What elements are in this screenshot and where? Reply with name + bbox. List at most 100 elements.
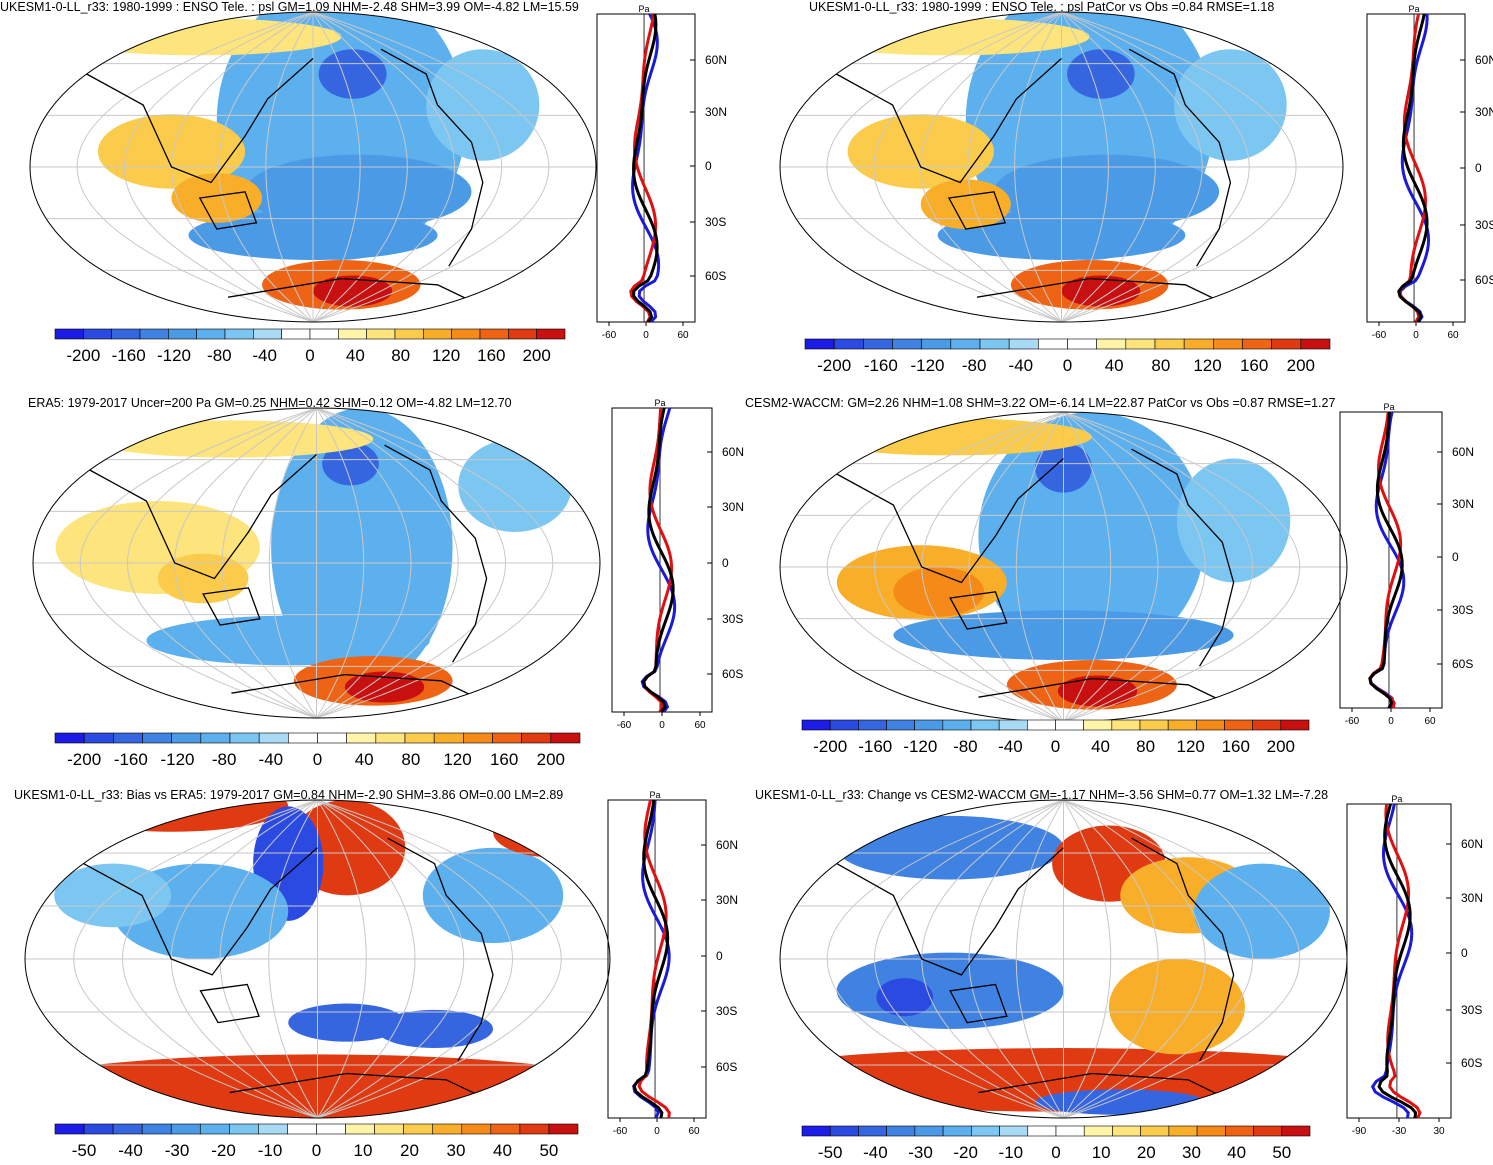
colorbar-box [1055,719,1084,731]
anomaly-region [1193,863,1330,959]
profile-curve-black [1368,411,1404,709]
colorbar-box [914,719,944,731]
colorbar-label: 160 [1222,737,1250,756]
colorbar-box [979,338,1010,350]
colorbar-label: 200 [537,750,565,769]
profile-frame [611,407,713,713]
colorbar-label: 40 [355,750,374,769]
anomaly-region [313,275,393,307]
colorbar-box [463,732,493,744]
colorbar-box [970,719,1000,731]
longitude-gridline [317,800,465,1118]
colorbar-box [801,1125,831,1137]
colorbar-label: 10 [354,1141,373,1160]
profile-y-tick: 30S [1475,218,1493,232]
colorbar-label: 0 [305,346,314,365]
profile-unit: Pa [639,4,650,14]
colorbar-box [1300,338,1331,350]
colorbar-label: 120 [443,750,471,769]
profile-curve-red [629,13,658,323]
panel-title: CESM2-WACCM: GM=2.26 NHM=1.08 SHM=3.22 O… [745,396,1336,410]
panel-title: UKESM1-0-LL_r33: 1980-1999 : ENSO Tele. … [809,0,1275,14]
profile-y-tick: 60S [1475,273,1493,287]
longitude-gridline [127,408,317,718]
colorbar-label: 120 [1193,356,1221,375]
longitude-gridline [1063,412,1253,722]
longitude-gridline [122,800,318,1118]
colorbar-label: 20 [1137,1143,1156,1162]
longitude-gridline [317,800,513,1118]
colorbar-box [281,328,311,340]
anomaly-region [893,567,985,617]
coastline [949,983,1008,1024]
colorbar-box [479,328,509,340]
colorbar-box [1168,1125,1198,1137]
anomaly-region [1108,959,1245,1055]
profile-x-tick: -90 [1352,1126,1367,1137]
colorbar-label: -50 [818,1143,843,1162]
map-field [25,800,610,1118]
colorbar-box [171,732,202,744]
profile-unit: Pa [654,398,665,408]
longitude-gridline [874,800,1064,1118]
coastline [86,58,314,184]
longitude-gridline [312,12,503,322]
anomaly-region [920,179,1011,229]
profile-y-tick: 30N [722,500,744,514]
colorbar-label: 160 [490,750,518,769]
anomaly-region [458,439,572,532]
profile-y-tick: 0 [1461,946,1468,960]
colorbar-label: -40 [252,346,277,365]
longitude-gridline [967,12,1062,322]
coastline [976,277,1231,308]
colorbar-label: -20 [211,1141,236,1160]
colorbar-label: -80 [212,750,237,769]
colorbar-box [258,732,289,744]
colorbar-label: 0 [1063,356,1072,375]
profile-unit: Pa [1391,794,1402,804]
coastline [1128,48,1232,267]
anomaly-region [171,173,263,223]
anomaly-region [1035,1089,1206,1115]
colorbar-label: -120 [157,346,191,365]
profile-x-tick: 0 [1388,716,1394,727]
longitude-gridline [826,412,1064,722]
anomaly-region [836,815,1064,880]
colorbar-box [1167,719,1197,731]
anomaly-region [876,978,934,1017]
profile-curve-blue [1370,803,1414,1119]
coastline [89,454,317,580]
colorbar-box [111,328,141,340]
anomaly-region [157,553,249,604]
colorbar-box [309,328,339,340]
colorbar-box [258,1123,288,1135]
colorbar-box [199,1123,230,1135]
panel-title: UKESM1-0-LL_r33: 1980-1999 : ENSO Tele. … [0,0,579,14]
colorbar-box [833,338,864,350]
panel-bias-vs-era5: UKESM1-0-LL_r33: Bias vs ERA5: 1979-2017… [0,780,746,1165]
colorbar-box [1196,1125,1226,1137]
anomaly-region [318,49,387,99]
longitude-gridline [73,800,318,1118]
colorbar-box [346,732,377,744]
colorbar-label: 120 [1177,737,1205,756]
panel-change-vs-cesm2: UKESM1-0-LL_r33: Change vs CESM2-WACCM G… [747,780,1493,1165]
colorbar-label: -40 [118,1141,143,1160]
longitude-gridline [316,408,554,718]
colorbar-label: -120 [910,356,944,375]
profile-unit: Pa [1409,4,1420,14]
profile-y-tick: 60S [1461,1056,1482,1070]
colorbar-label: -160 [864,356,898,375]
longitude-gridline [123,12,314,322]
colorbar-box [375,732,406,744]
colorbar-label: -30 [165,1141,190,1160]
zonal-profile: Pa -60 0 60 60N 30N 0 30S 60S [607,790,738,1137]
colorbar-label: -200 [67,750,101,769]
colorbar-label: 80 [401,750,420,769]
colorbar-box [801,719,831,731]
colorbar-box [858,1125,887,1137]
colorbar-label: -40 [998,737,1023,756]
profile-y-tick: 30N [1452,497,1474,511]
coastline [202,587,261,626]
colorbar-box [112,1123,143,1135]
